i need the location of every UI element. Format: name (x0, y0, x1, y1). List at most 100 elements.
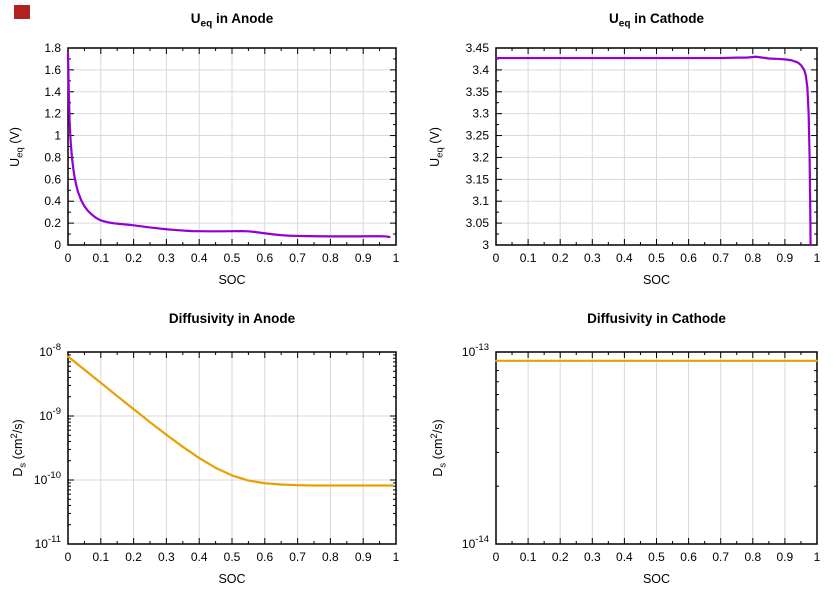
diffusivity-anode-curve (66, 355, 394, 487)
y-tick-label: 3.15 (466, 172, 490, 186)
x-tick-label: 0.4 (191, 550, 208, 564)
x-tick-label: 0.6 (256, 550, 273, 564)
y-tick-label: 3.05 (466, 216, 490, 230)
x-tick-label: 0.2 (125, 251, 142, 265)
x-tick-label: 0.7 (289, 251, 306, 265)
y-tick-label: 1 (54, 129, 61, 143)
y-tick-label: 10-13 (462, 342, 489, 359)
x-tick-label: 1 (393, 251, 400, 265)
x-tick-label: 1 (814, 251, 821, 265)
subplot-ueq-cathode: Ueq in Cathode Ueq (V) SOC 0 0.1 0.2 0.3 0.4… (420, 0, 840, 300)
y-tick-label: 3 (482, 238, 489, 252)
x-tick-label: 1 (814, 550, 821, 564)
exponent: -14 (475, 534, 489, 545)
ueq-anode-plot-canvas: 0 0.1 0.2 0.3 0.4 0.5 0.6 0.7 0.8 0.9 1 0 0.2 0.4 0.6 0… (44, 41, 400, 265)
x-tick-label: 0.8 (322, 550, 339, 564)
y-tick-label: 0.2 (44, 216, 61, 230)
x-tick-label: 0.3 (584, 251, 601, 265)
label-subscript: eq (618, 18, 631, 30)
y-tick-label: 3.3 (472, 107, 489, 121)
y-tick-label: 1.4 (44, 85, 61, 99)
y-tick-label: 3.25 (466, 129, 490, 143)
ueq-anode-curve (66, 52, 391, 239)
x-tick-label: 0.9 (355, 251, 372, 265)
y-tick-label: 0.8 (44, 150, 61, 164)
x-tick-label: 0.4 (191, 251, 208, 265)
y-tick-label: 3.1 (472, 194, 489, 208)
y-tick-label: 3.35 (466, 85, 490, 99)
exponent: -11 (48, 534, 61, 545)
x-axis-label: SOC (218, 572, 246, 586)
red-marker-icon (14, 5, 30, 19)
x-tick-label: 0.2 (552, 550, 569, 564)
x-tick-label: 0.1 (92, 550, 109, 564)
x-tick-label: 0.6 (256, 251, 273, 265)
x-tick-label: 0.6 (680, 550, 697, 564)
label-text: U (609, 11, 619, 26)
y-tick-label: 10-14 (462, 534, 489, 551)
label-text: Diffusivity in Anode (168, 311, 296, 326)
exponent: -8 (53, 342, 61, 353)
x-tick-label: 0.7 (712, 251, 729, 265)
subplot-ueq-anode: Ueq in Anode Ueq (V) SOC 0 0.1 0.2 0.3 0.4 0.… (0, 0, 420, 300)
subplot-diffusivity-anode: Diffusivity in Anode Ds (cm2/s) SOC 0 0.1… (0, 300, 420, 600)
x-tick-label: 0.2 (552, 251, 569, 265)
x-tick-label: 0 (493, 550, 500, 564)
x-tick-label: 0.5 (648, 550, 665, 564)
x-tick-label: 0.5 (224, 550, 241, 564)
y-tick-label: 1.6 (44, 63, 61, 77)
label-text: in Anode (212, 11, 274, 26)
y-tick-label: 3.4 (472, 63, 489, 77)
plot-title: Diffusivity in Anode (38, 311, 426, 326)
x-tick-label: 0.6 (680, 251, 697, 265)
y-tick-label: 3.2 (472, 150, 489, 164)
exponent: -13 (475, 342, 489, 353)
x-tick-label: 0.8 (322, 251, 339, 265)
plot-title: Ueq in Cathode (466, 11, 840, 30)
x-tick-label: 0.8 (744, 251, 761, 265)
x-tick-label: 0.3 (158, 251, 175, 265)
x-tick-label: 0.7 (712, 550, 729, 564)
x-tick-label: 0.2 (125, 550, 142, 564)
label-text: Diffusivity in Cathode (587, 311, 726, 326)
diffusivity-anode-plot-canvas: 0 0.1 0.2 0.3 0.4 0.5 0.6 0.7 0.8 0.9 1 10-11 10-10 1… (34, 342, 400, 564)
x-tick-label: 0.9 (777, 550, 794, 564)
x-axis-label: SOC (218, 273, 246, 287)
label-text: U (190, 11, 201, 26)
plot-border (67, 351, 397, 545)
x-tick-label: 0.9 (355, 550, 372, 564)
x-tick-label: 0 (65, 550, 72, 564)
x-tick-label: 0.1 (520, 550, 537, 564)
plot-border (495, 351, 818, 545)
y-tick-label: 0.4 (44, 194, 61, 208)
y-tick-label: 0.6 (44, 172, 61, 186)
exponent: -9 (53, 406, 61, 417)
x-tick-label: 0.1 (520, 251, 537, 265)
x-axis-label: SOC (642, 572, 671, 586)
x-tick-label: 0 (65, 251, 72, 265)
y-tick-label: 0 (54, 238, 61, 252)
exponent: -10 (47, 470, 61, 481)
x-tick-label: 0.8 (744, 550, 761, 564)
plot-border (495, 47, 818, 246)
x-tick-label: 1 (393, 550, 400, 564)
ueq-cathode-plot-canvas: 0 0.1 0.2 0.3 0.4 0.5 0.6 0.7 0.8 0.9 1 3 3.05 3.1 3.1… (466, 41, 821, 265)
y-tick-label: 1.8 (44, 41, 61, 55)
y-tick-label: 10-9 (39, 406, 61, 423)
x-tick-label: 0.7 (289, 550, 306, 564)
ueq-cathode-curve (494, 55, 812, 247)
x-tick-label: 0.5 (648, 251, 665, 265)
label-subscript: eq (200, 18, 213, 30)
x-tick-label: 0.4 (616, 550, 633, 564)
plot-border (67, 47, 397, 246)
x-tick-label: 0 (493, 251, 500, 265)
x-tick-label: 0.4 (616, 251, 633, 265)
x-tick-label: 0.5 (224, 251, 241, 265)
plot-title: Ueq in Anode (38, 11, 426, 30)
y-tick-label: 3.45 (466, 41, 490, 55)
diffusivity-cathode-plot-canvas: 0 0.1 0.2 0.3 0.4 0.5 0.6 0.7 0.8 0.9 1 10-14 10-13 (462, 342, 821, 564)
y-tick-label: 1.2 (44, 107, 61, 121)
x-tick-label: 0.3 (158, 550, 175, 564)
